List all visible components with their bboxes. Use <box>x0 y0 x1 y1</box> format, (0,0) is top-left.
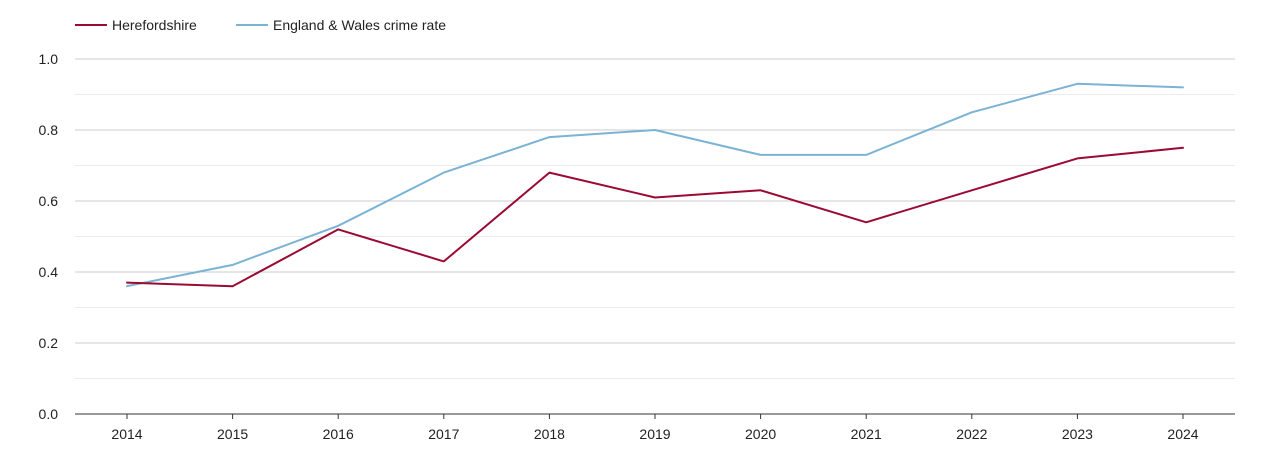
x-tick-label: 2022 <box>956 426 987 442</box>
y-tick-label: 0.8 <box>39 122 59 138</box>
grid <box>75 58 1235 379</box>
y-tick-label: 0.4 <box>39 264 59 280</box>
series-layer <box>126 82 1184 288</box>
x-tick-label: 2020 <box>745 426 776 442</box>
x-tick-label: 2019 <box>639 426 670 442</box>
x-tick-label: 2014 <box>111 426 142 442</box>
x-tick-label: 2024 <box>1167 426 1198 442</box>
y-tick-label: 0.2 <box>39 335 59 351</box>
x-tick-label: 2017 <box>428 426 459 442</box>
y-tick-label: 0.0 <box>39 406 59 422</box>
series-line-england-wales <box>126 82 1184 288</box>
legend-label-herefordshire[interactable]: Herefordshire <box>112 17 197 33</box>
legend-label-england-wales[interactable]: England & Wales crime rate <box>273 17 446 33</box>
x-tick-label: 2018 <box>534 426 565 442</box>
legend[interactable]: Herefordshire England & Wales crime rate <box>75 17 446 33</box>
axes: 0.0 0.2 0.4 0.6 0.8 1.0 2014 2015 2016 2017 2018 20… <box>39 51 1235 442</box>
y-tick-label: 0.6 <box>39 193 59 209</box>
x-tick-label: 2021 <box>851 426 882 442</box>
x-tick-label: 2016 <box>323 426 354 442</box>
y-tick-label: 1.0 <box>39 51 59 67</box>
x-tick-label: 2015 <box>217 426 248 442</box>
x-tick-label: 2023 <box>1062 426 1093 442</box>
series-line-herefordshire <box>126 146 1184 288</box>
